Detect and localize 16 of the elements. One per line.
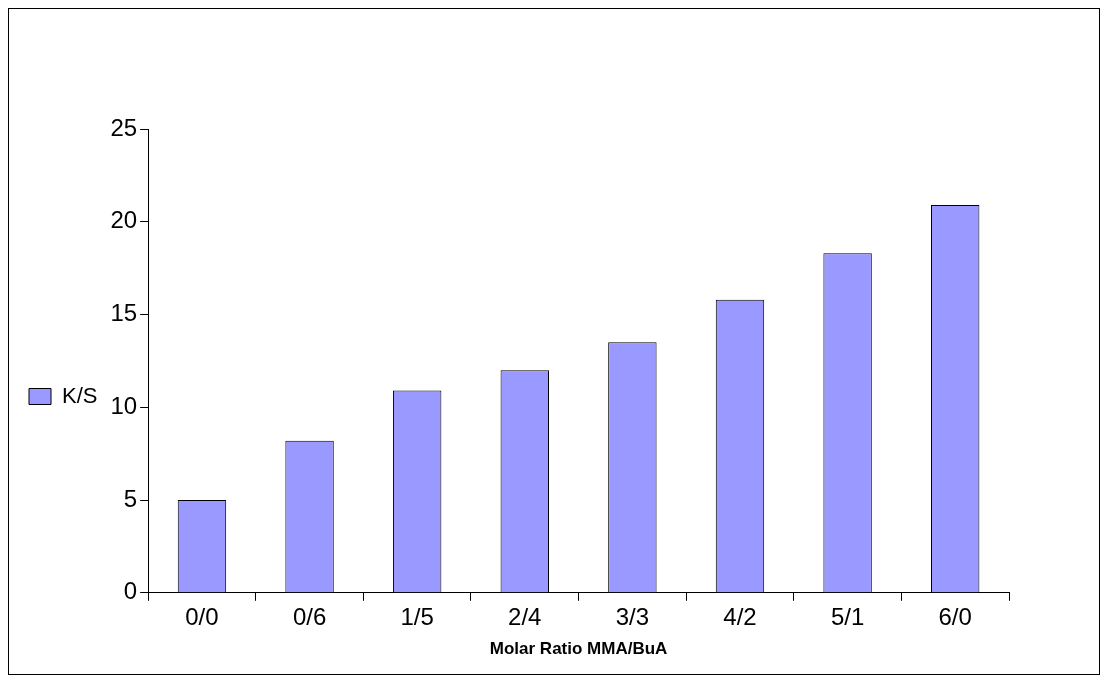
y-tick-label: 10: [110, 391, 138, 419]
x-tick-label: 6/0: [938, 602, 972, 630]
y-tick-label: 20: [110, 206, 138, 234]
y-tick-label: 15: [110, 299, 138, 327]
y-tick-label: 5: [123, 484, 138, 512]
x-tick-label: 3/3: [615, 602, 650, 630]
x-tick-label: 4/2: [723, 602, 757, 630]
y-tick-label: 25: [110, 113, 138, 141]
x-tick-label: 1/5: [400, 602, 434, 630]
x-axis-title: Molar Ratio MMA/BuA: [489, 639, 668, 659]
legend-label: K/S: [62, 382, 98, 408]
x-tick-label: 0/6: [292, 602, 327, 630]
y-tick-label: 0: [123, 577, 138, 605]
x-tick-label: 5/1: [830, 602, 865, 630]
x-tick-label: 0/0: [185, 602, 219, 630]
x-tick-label: 2/4: [508, 602, 542, 630]
